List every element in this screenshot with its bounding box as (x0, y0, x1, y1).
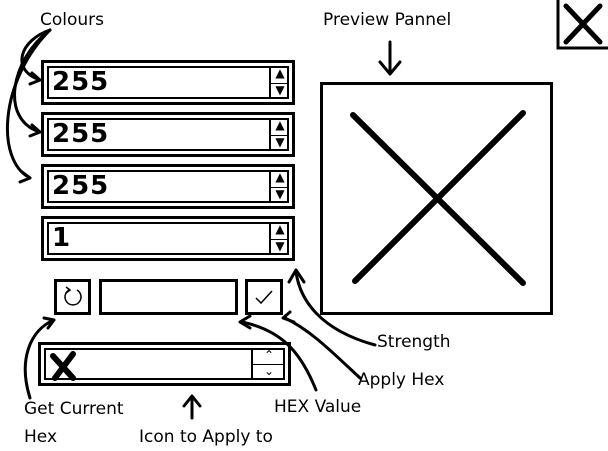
chevron-down-icon[interactable]: ▼ (275, 82, 285, 97)
icon-to-apply-to-label: Icon to Apply to (139, 427, 273, 447)
preview-pannel-label: Preview Pannel (323, 10, 452, 30)
apply-hex-arrow (283, 316, 362, 380)
chevron-up-icon[interactable]: ⌃ (253, 348, 285, 365)
hex-value-label: HEX Value (274, 397, 362, 417)
chevron-up-icon[interactable]: ▲ (271, 170, 289, 188)
red-field[interactable]: 255 ▲ ▼ (41, 60, 295, 105)
icon-selector[interactable]: ⌃ ⌄ (38, 342, 291, 386)
preview-panel (320, 82, 553, 315)
colours-label: Colours (40, 10, 105, 30)
blue-field[interactable]: 255 ▲ ▼ (41, 164, 295, 209)
blue-spinner[interactable]: ▲ ▼ (269, 170, 289, 203)
chevron-up-icon[interactable]: ▲ (271, 66, 289, 84)
check-icon (255, 290, 273, 305)
strength-spinner[interactable]: ▲ ▼ (269, 222, 289, 255)
chevron-down-icon[interactable]: ▼ (275, 134, 285, 149)
icon-spinner[interactable]: ⌃ ⌄ (251, 348, 285, 380)
strength-field[interactable]: 1 ▲ ▼ (41, 216, 295, 261)
green-spinner[interactable]: ▲ ▼ (269, 118, 289, 151)
chevron-down-icon[interactable]: ⌄ (263, 364, 275, 378)
hex-value-input[interactable] (99, 279, 238, 315)
green-field[interactable]: 255 ▲ ▼ (41, 112, 295, 157)
close-icon (556, 0, 608, 50)
x-mark-icon (50, 351, 76, 381)
apply-hex-button[interactable] (245, 279, 283, 315)
chevron-up-icon[interactable]: ▲ (271, 118, 289, 136)
chevron-down-icon[interactable]: ▼ (275, 238, 285, 253)
strength-value: 1 (52, 223, 72, 253)
get-current-hex-label-line2: Hex (24, 427, 58, 447)
chevron-down-icon[interactable]: ▼ (275, 186, 285, 201)
refresh-icon (64, 286, 82, 306)
red-value: 255 (52, 67, 110, 97)
green-value: 255 (52, 119, 110, 149)
chevron-up-icon[interactable]: ▲ (271, 222, 289, 240)
blue-value: 255 (52, 171, 110, 201)
get-current-hex-button[interactable] (54, 279, 91, 315)
close-button[interactable] (556, 0, 608, 50)
strength-label: Strength (377, 332, 451, 352)
red-spinner[interactable]: ▲ ▼ (269, 66, 289, 99)
apply-hex-label: Apply Hex (358, 370, 445, 390)
get-current-hex-label-line1: Get Current (24, 399, 124, 419)
x-placeholder-icon (350, 110, 526, 286)
